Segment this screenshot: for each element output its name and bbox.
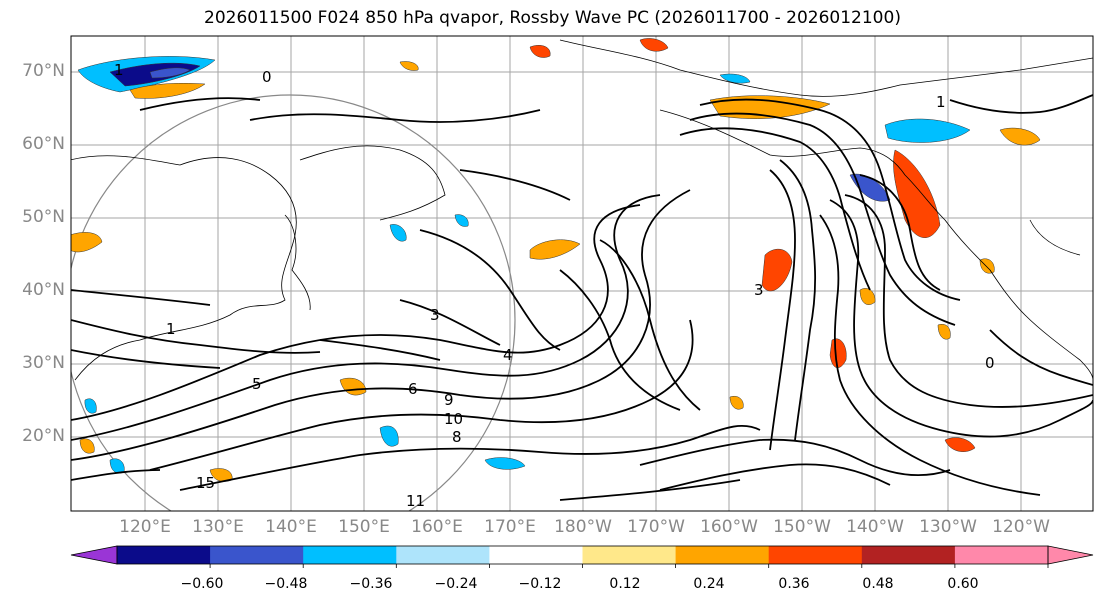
colorbar-segment [117,546,211,564]
colorbar-tick-label: 0.60 [947,576,979,592]
contour-label: 10 [444,410,463,428]
map-title: 2026011500 F024 850 hPa qvapor, Rossby W… [204,8,901,28]
colorbar-tick-label: −0.36 [349,576,393,592]
map-content: 1 0 1 3 4 5 6 8 9 10 11 15 3 1 0 [71,36,1093,511]
lon-label: 120°W [992,517,1050,537]
colorbar-tick-label: 0.36 [778,576,810,592]
colorbar-tick-label: −0.48 [264,576,308,592]
shaded-anomalies [71,38,1041,482]
contour-label: 8 [452,428,462,446]
contour-label: 1 [936,93,946,111]
contour-label: 0 [262,68,272,86]
lon-label: 130°W [919,517,977,537]
lon-label: 150°E [338,517,390,537]
map-frame [70,35,1094,512]
contour-labels: 1 0 1 3 4 5 6 8 9 10 11 15 3 1 0 [114,61,995,510]
lon-label: 150°W [773,517,831,537]
colorbar-segment [582,546,677,564]
lon-label: 170°E [484,517,536,537]
lon-label: 140°W [846,517,904,537]
lat-label-70N: 70°N [22,61,65,81]
colorbar-tick-label: 0.24 [693,576,725,592]
lat-label-30N: 30°N [22,353,65,373]
lat-label-40N: 40°N [22,280,65,300]
range-circle [71,94,516,511]
lat-label-60N: 60°N [22,134,65,154]
colorbar-segment [675,546,770,564]
lon-label: 140°E [265,517,317,537]
lon-label: 180°W [554,517,612,537]
contours [71,94,1093,501]
colorbar-segment [303,546,397,564]
colorbar-tick-label: 0.12 [609,576,641,592]
colorbar-segment [489,546,583,564]
contour-label: 0 [985,354,995,372]
contour-label: 4 [503,346,513,364]
colorbar [70,545,1094,568]
colorbar-tick-label: −0.60 [180,576,224,592]
lon-label: 170°W [627,517,685,537]
lon-label: 130°E [192,517,244,537]
contour-label: 9 [444,391,454,409]
colorbar-segment [954,546,1049,564]
contour-label: 3 [754,281,764,299]
coastlines [71,39,1093,381]
contour-label: 5 [252,375,262,393]
contour-label: 1 [114,61,124,79]
lon-label: 160°W [700,517,758,537]
colorbar-tick-label: −0.12 [518,576,562,592]
lat-label-20N: 20°N [22,426,65,446]
contour-label: 3 [430,306,440,324]
colorbar-tick-label: −0.24 [434,576,478,592]
lon-label: 160°E [411,517,463,537]
contour-label: 6 [408,380,418,398]
lon-label: 120°E [119,517,171,537]
colorbar-segment [861,546,956,564]
colorbar-segment [210,546,304,564]
lat-label-50N: 50°N [22,207,65,227]
colorbar-extend-low [70,545,118,565]
colorbar-tick-label: 0.48 [862,576,894,592]
contour-label: 11 [406,492,425,510]
colorbar-extend-high [1047,545,1094,565]
contour-label: 1 [166,320,176,338]
colorbar-segment [396,546,490,564]
colorbar-segment [768,546,863,564]
contour-label: 15 [196,474,215,492]
